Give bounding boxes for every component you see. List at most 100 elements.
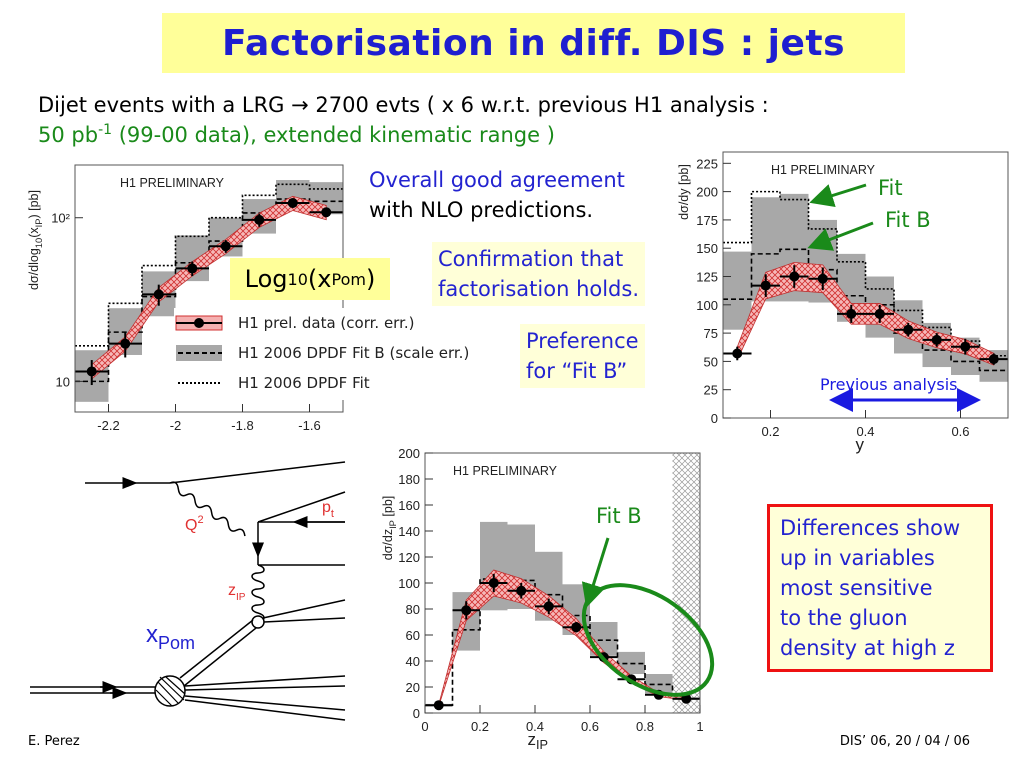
y-tick-label: 10 [56,374,70,389]
footer-conference: DIS’ 06, 20 / 04 / 06 [839,734,970,749]
data-marker [598,652,609,663]
fit-line [723,190,1008,357]
note-preference: Preference for “Fit B” [520,324,645,388]
y-axis-label: dσ/dzIP [pb] [381,496,398,561]
q2-label: Q2 [185,514,204,534]
chart-xpom: -2.2 -2 -1.8 -1.6 10 10² H1 PRELIMINARY dσ/dlog… [27,164,344,433]
luminosity-exponent: -1 [98,122,113,138]
outgoing-electron [169,461,346,484]
data-point [142,284,176,306]
data-marker [817,273,828,284]
data-marker [153,289,164,300]
title-banner: Factorisation in diff. DIS : jets [162,13,905,73]
data-marker [571,622,582,633]
x-tick-label: 0.8 [636,719,654,734]
data-point [75,360,109,386]
y-tick-label: 40 [406,654,420,669]
annotation-fit-b: Fit B [885,208,931,232]
chart-zip: 0 0.2 0.4 0.6 0.8 1 0 20 40 60 80 100 120 140 160 180 20… [381,446,704,752]
y-tick-label: 80 [406,602,420,617]
y-tick-label: 175 [696,213,718,228]
y-tick-label: 50 [704,354,718,369]
data-point [780,265,809,288]
data-marker [789,271,800,282]
y-tick-label: 75 [704,326,718,341]
annotation-previous-analysis: Previous analysis [820,375,958,394]
data-marker [433,700,444,711]
chart-title: H1 PRELIMINARY [771,163,876,177]
data-marker [220,241,231,252]
data-marker [321,207,332,218]
data-marker [287,198,298,209]
gluon-line [251,564,265,622]
data-marker [488,578,499,588]
data-point [751,274,780,297]
data-marker [903,324,914,335]
data-point [425,700,453,711]
x-tick-label: 0 [421,719,428,734]
data-point [452,601,480,620]
slide-title: Factorisation in diff. DIS : jets [221,22,846,64]
y-tick-label: 120 [398,550,420,565]
x-tick-label: -1.6 [298,418,320,433]
y-tick-label: 150 [696,241,718,256]
data-marker [846,308,857,319]
data-point [979,353,1008,365]
x-tick-label: -2.2 [97,418,119,433]
data-marker [187,263,198,274]
legend-item-data: H1 prel. data (corr. err.) [174,312,414,334]
fit-line [75,183,343,347]
excluded-region [672,453,700,713]
chart-y: 0.2 0.4 0.6 0 25 50 75 100 125 150 175 200 225 H1 PRE… [677,151,1009,454]
chart-legend: H1 prel. data (corr. err.) H1 2006 DPDF … [174,308,494,400]
data-point [209,240,243,253]
data-marker [988,354,999,365]
y-tick-label: 125 [696,270,718,285]
y-tick-label: 60 [406,628,420,643]
note-confirmation: Confirmation that factorisation holds. [432,242,646,306]
feynman-diagram: Q2 pt zIP xPom [30,461,346,721]
data-point [535,598,563,615]
data-point [723,346,752,361]
y-tick-label: 10² [51,211,70,226]
y-tick-label: 180 [398,472,420,487]
fit-b-line [425,578,700,706]
data-point [894,322,923,337]
data-point [837,304,866,323]
data-point [922,333,951,347]
legend-data-symbol [175,315,223,331]
photon-line [169,481,246,537]
data-point [951,338,980,355]
pomeron-vertex [251,615,265,629]
chart-title: H1 PRELIMINARY [453,464,558,478]
pomeron-line-2 [183,627,257,687]
x-tick-label: 0.2 [471,719,489,734]
legend-fit-symbol [178,382,222,384]
intro-line-1: Dijet events with a LRG → 2700 evts ( x … [38,93,769,117]
y-tick-label: 100 [398,576,420,591]
y-tick-label: 25 [704,383,718,398]
data-marker [960,341,971,352]
pt-label: pt [322,499,334,520]
x-axis-label: y [856,435,865,454]
data-marker [461,605,472,616]
intro-line-2: 50 pb-1 (99-00 data), extended kinematic… [38,122,555,147]
data-point [865,304,894,323]
y-tick-label: 160 [398,498,420,513]
data-point [480,573,508,593]
intro-line-2-rest: (99-00 data), extended kinematic range ) [112,123,555,147]
data-point [309,207,343,218]
fit-b-line [723,248,1008,372]
annotation-fit-b-z: Fit B [596,504,642,528]
note-agreement: Overall good agreement with NLO predicti… [369,168,625,222]
x-tick-label: 1 [696,719,703,734]
luminosity: 50 pb [38,123,99,147]
data-marker [681,693,692,704]
data-marker [931,334,942,345]
fit-b-band-bin [723,251,752,330]
data-point [242,213,276,227]
y-tick-label: 100 [696,298,718,313]
data-marker [543,601,554,612]
chart-title: H1 PRELIMINARY [120,176,225,190]
y-tick-label: 200 [696,185,718,200]
